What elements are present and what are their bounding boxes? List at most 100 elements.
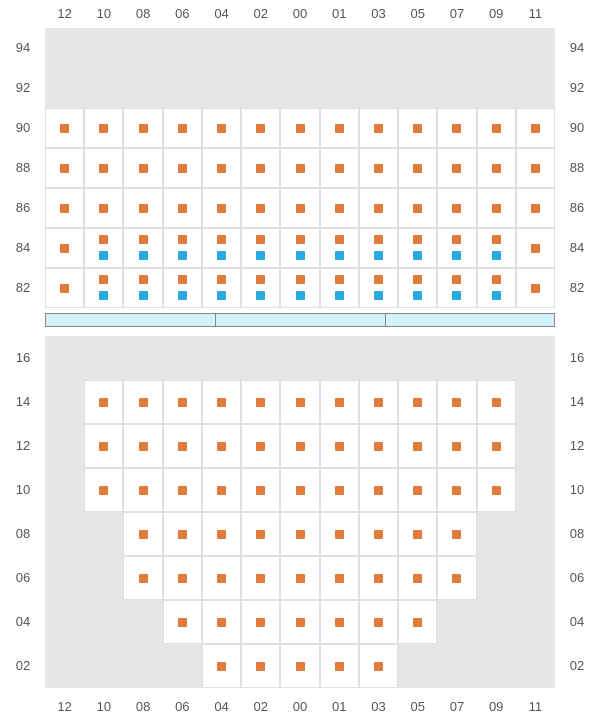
marker-blue	[413, 251, 422, 260]
marker-blue	[335, 251, 344, 260]
marker-blue	[452, 291, 461, 300]
marker-blue	[296, 251, 305, 260]
marker-orange	[335, 618, 344, 627]
marker-orange	[139, 275, 148, 284]
marker-orange	[256, 124, 265, 133]
marker-orange	[60, 244, 69, 253]
marker-orange	[452, 398, 461, 407]
marker-orange	[296, 124, 305, 133]
row-label-upper: 84	[562, 240, 592, 255]
marker-orange	[413, 618, 422, 627]
marker-orange	[99, 486, 108, 495]
marker-orange	[217, 204, 226, 213]
marker-orange	[296, 486, 305, 495]
column-label: 00	[280, 6, 319, 21]
row-label-upper: 88	[8, 160, 38, 175]
marker-orange	[335, 486, 344, 495]
marker-orange	[452, 235, 461, 244]
column-label: 08	[123, 699, 162, 714]
row-label-upper: 92	[8, 80, 38, 95]
column-label: 07	[437, 699, 476, 714]
marker-orange	[374, 442, 383, 451]
marker-orange	[374, 235, 383, 244]
marker-orange	[452, 486, 461, 495]
column-label: 05	[398, 699, 437, 714]
marker-orange	[178, 530, 187, 539]
marker-orange	[256, 204, 265, 213]
marker-orange	[296, 574, 305, 583]
marker-orange	[413, 275, 422, 284]
marker-orange	[413, 574, 422, 583]
marker-orange	[374, 486, 383, 495]
column-label: 02	[241, 699, 280, 714]
marker-orange	[256, 618, 265, 627]
marker-orange	[531, 284, 540, 293]
marker-orange	[139, 442, 148, 451]
marker-orange	[335, 235, 344, 244]
column-label: 11	[516, 6, 555, 21]
marker-orange	[413, 204, 422, 213]
marker-orange	[99, 164, 108, 173]
marker-orange	[492, 275, 501, 284]
marker-orange	[335, 164, 344, 173]
marker-orange	[139, 164, 148, 173]
marker-orange	[374, 530, 383, 539]
marker-orange	[492, 486, 501, 495]
marker-orange	[296, 442, 305, 451]
row-label-lower: 04	[8, 614, 38, 629]
marker-orange	[99, 442, 108, 451]
marker-orange	[139, 574, 148, 583]
marker-orange	[60, 164, 69, 173]
marker-orange	[452, 164, 461, 173]
marker-orange	[256, 275, 265, 284]
column-labels-top: 12100806040200010305070911	[45, 6, 555, 21]
marker-blue	[452, 251, 461, 260]
marker-blue	[256, 251, 265, 260]
marker-orange	[217, 124, 226, 133]
marker-orange	[335, 275, 344, 284]
marker-blue	[99, 251, 108, 260]
marker-orange	[335, 204, 344, 213]
marker-orange	[374, 164, 383, 173]
column-label: 08	[123, 6, 162, 21]
marker-orange	[178, 124, 187, 133]
column-labels-bottom: 12100806040200010305070911	[45, 699, 555, 714]
column-label: 02	[241, 6, 280, 21]
marker-blue	[178, 291, 187, 300]
marker-blue	[296, 291, 305, 300]
row-label-lower: 06	[562, 570, 592, 585]
marker-orange	[374, 204, 383, 213]
row-label-lower: 12	[562, 438, 592, 453]
marker-orange	[217, 398, 226, 407]
marker-orange	[178, 204, 187, 213]
marker-orange	[217, 574, 226, 583]
column-label: 04	[202, 6, 241, 21]
column-label: 12	[45, 6, 84, 21]
marker-blue	[139, 291, 148, 300]
marker-orange	[531, 124, 540, 133]
row-label-lower: 16	[562, 350, 592, 365]
marker-orange	[413, 530, 422, 539]
marker-orange	[296, 618, 305, 627]
marker-blue	[374, 251, 383, 260]
marker-orange	[178, 574, 187, 583]
marker-orange	[60, 124, 69, 133]
marker-blue	[374, 291, 383, 300]
marker-orange	[296, 398, 305, 407]
marker-orange	[296, 204, 305, 213]
row-label-upper: 82	[562, 280, 592, 295]
marker-orange	[413, 486, 422, 495]
marker-orange	[99, 204, 108, 213]
marker-orange	[452, 124, 461, 133]
marker-orange	[139, 530, 148, 539]
marker-orange	[217, 442, 226, 451]
marker-orange	[452, 204, 461, 213]
column-label: 12	[45, 699, 84, 714]
row-label-lower: 02	[8, 658, 38, 673]
marker-orange	[335, 662, 344, 671]
marker-orange	[256, 442, 265, 451]
marker-blue	[99, 291, 108, 300]
row-label-upper: 82	[8, 280, 38, 295]
marker-orange	[374, 574, 383, 583]
marker-blue	[217, 251, 226, 260]
